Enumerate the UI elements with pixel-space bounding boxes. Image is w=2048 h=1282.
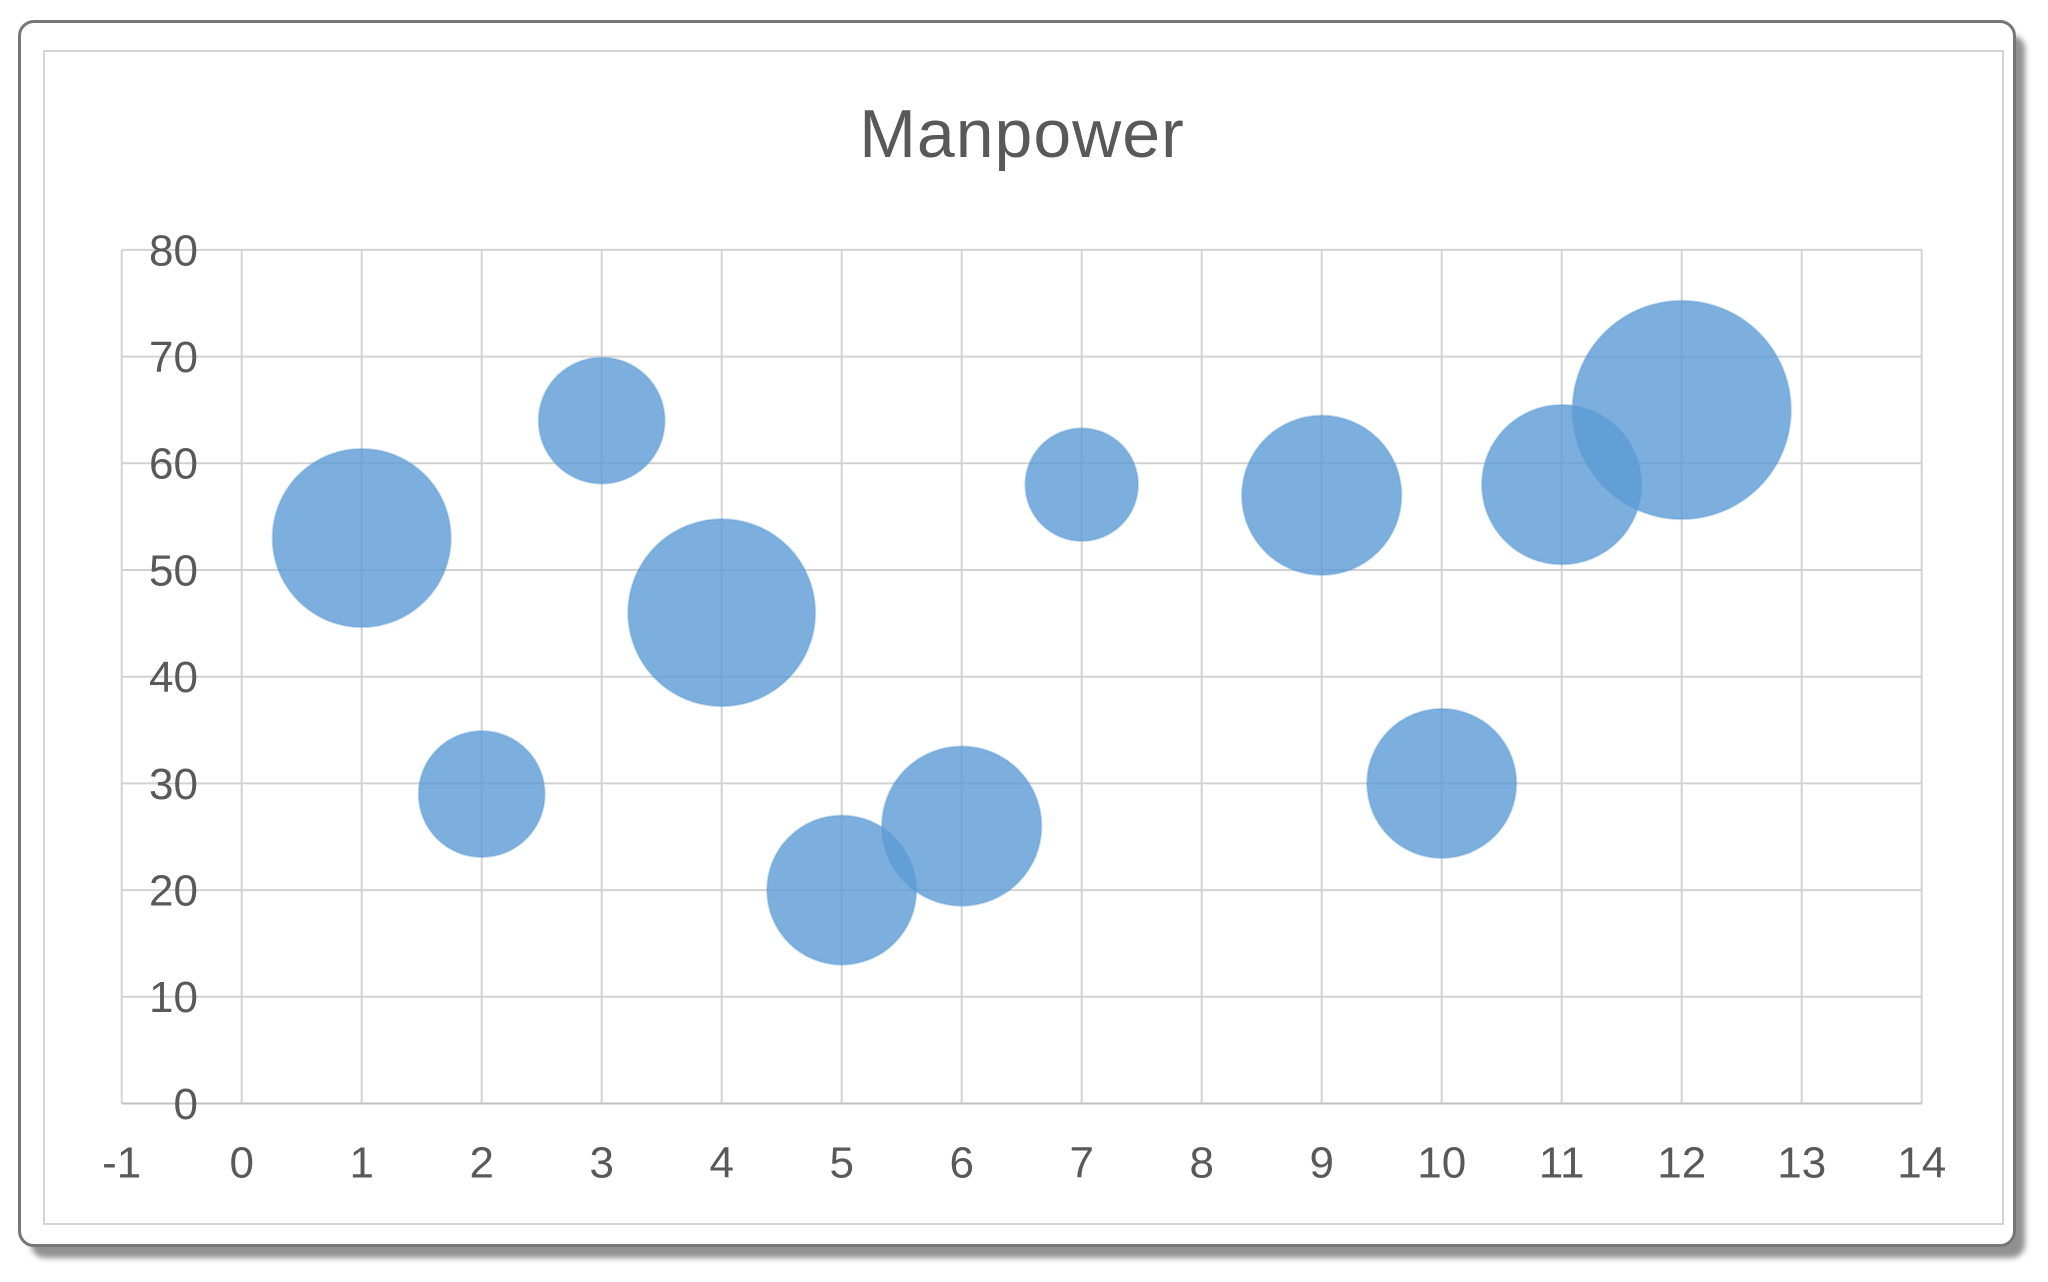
y-tick-label-80: 80 <box>149 226 198 275</box>
bubble-x4-y46[interactable] <box>627 518 817 708</box>
x-tick-label-8: 8 <box>1189 1138 1213 1187</box>
x-tick-label-13: 13 <box>1777 1138 1826 1187</box>
x-tick-label-11: 11 <box>1539 1138 1585 1187</box>
bubble-x9-y57[interactable] <box>1240 414 1403 577</box>
chart-frame <box>18 20 2016 1247</box>
y-tick-label-0: 0 <box>174 1080 198 1129</box>
bubble-x6-y26[interactable] <box>880 745 1043 907</box>
bubble-x1-y53[interactable] <box>271 447 452 629</box>
x-tick-label-3: 3 <box>589 1138 613 1187</box>
x-tick-label-7: 7 <box>1069 1138 1093 1187</box>
x-tick-label-12: 12 <box>1657 1138 1706 1187</box>
x-tick-label-0: 0 <box>229 1138 253 1187</box>
bubble-x3-y64[interactable] <box>537 356 666 485</box>
x-tick-label-5: 5 <box>829 1138 853 1187</box>
bubble-x2-y29[interactable] <box>417 730 546 859</box>
x-tick-label-2: 2 <box>469 1138 493 1187</box>
y-tick-label-30: 30 <box>149 760 198 809</box>
x-tick-label-14: 14 <box>1897 1138 1946 1187</box>
x-tick-label--1: -1 <box>102 1138 141 1187</box>
x-tick-label-10: 10 <box>1417 1138 1466 1187</box>
y-tick-label-70: 70 <box>149 333 198 382</box>
bubble-x7-y58[interactable] <box>1024 427 1140 543</box>
y-tick-label-10: 10 <box>149 973 198 1022</box>
bubble-x10-y30[interactable] <box>1366 707 1518 860</box>
chart-area <box>43 50 2004 1225</box>
y-tick-label-50: 50 <box>149 546 198 595</box>
x-tick-label-6: 6 <box>949 1138 973 1187</box>
chart-title: Manpower <box>859 96 1185 172</box>
x-tick-label-9: 9 <box>1309 1138 1333 1187</box>
y-tick-label-60: 60 <box>149 440 198 489</box>
x-tick-label-1: 1 <box>349 1138 373 1187</box>
x-tick-label-4: 4 <box>709 1138 733 1187</box>
bubble-x12-y65[interactable] <box>1571 299 1792 521</box>
y-tick-label-40: 40 <box>149 653 198 702</box>
y-tick-label-20: 20 <box>149 867 198 916</box>
